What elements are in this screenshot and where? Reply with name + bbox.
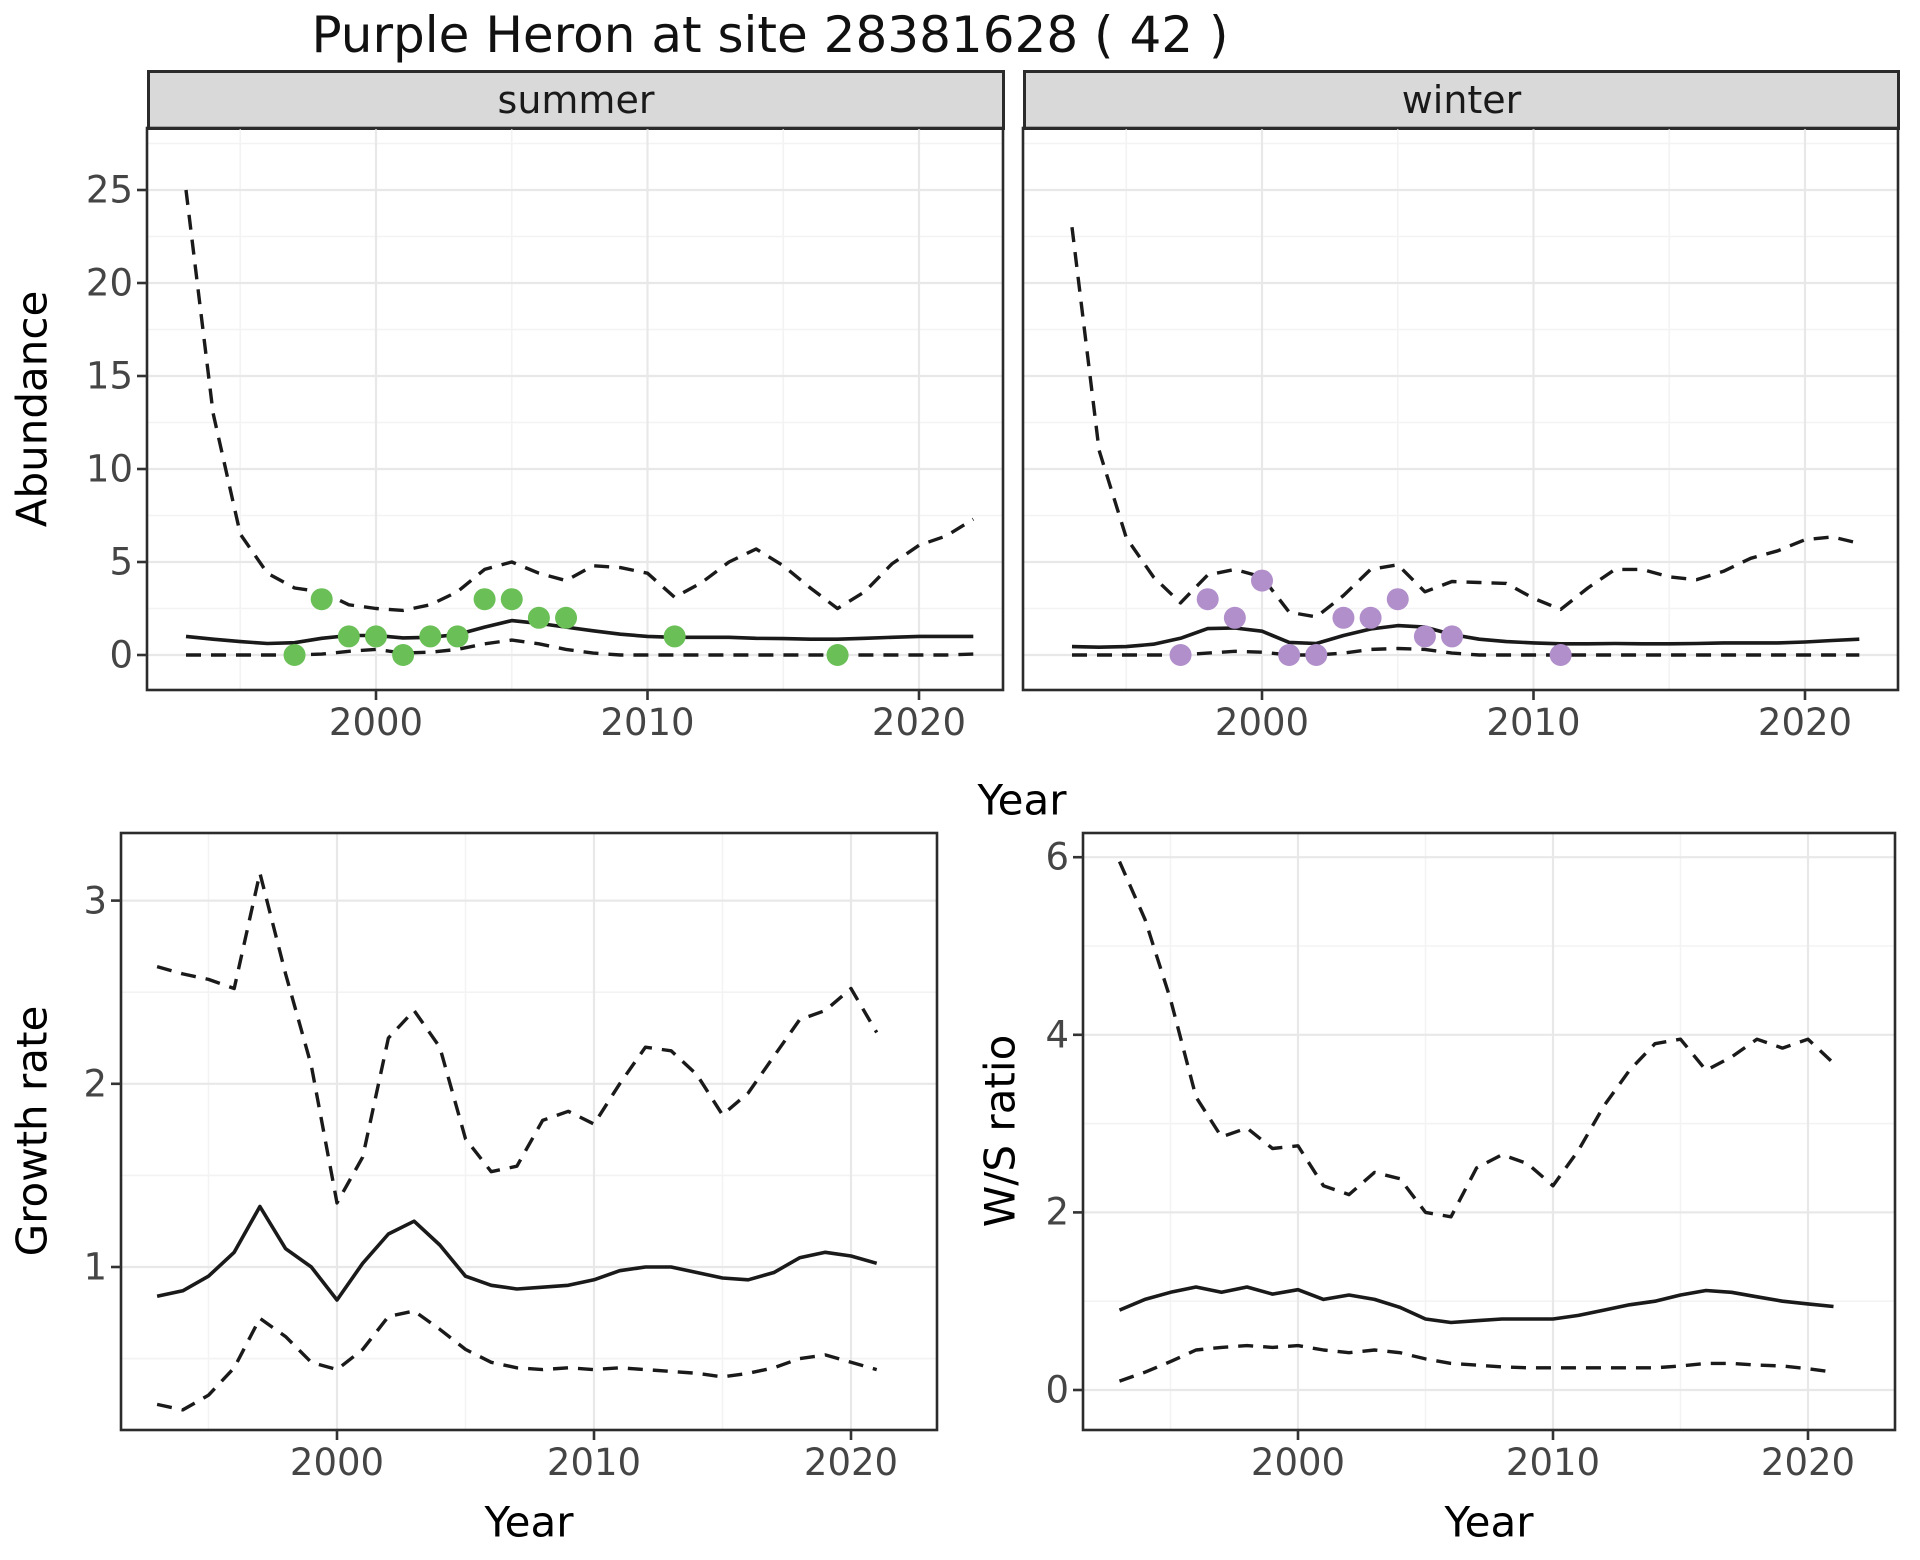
x-tick-label: 2000 xyxy=(328,701,424,744)
series-upper-95-ci xyxy=(1070,226,1860,619)
data-point xyxy=(1549,644,1572,666)
plot-title: Purple Heron at site 28381628 ( 42 ) xyxy=(311,6,1229,64)
y-axis-title-abundance: Abundance xyxy=(7,290,57,528)
data-point xyxy=(473,588,496,611)
data-point xyxy=(527,606,550,629)
data-point xyxy=(446,625,469,648)
x-tick-label: 2010 xyxy=(1505,1441,1601,1484)
data-point xyxy=(826,644,849,666)
x-tick-label: 2020 xyxy=(803,1441,899,1484)
data-point xyxy=(500,588,523,611)
facet-strip-winter: winter xyxy=(1023,70,1900,130)
data-point xyxy=(365,625,387,648)
panel-border xyxy=(145,126,1005,692)
data-point xyxy=(1278,644,1301,666)
x-tick-label: 2020 xyxy=(871,701,967,744)
y-tick-label: 10 xyxy=(85,447,133,491)
y-tick-label: 2 xyxy=(83,1062,107,1106)
y-axis-title-ws-ratio: W/S ratio xyxy=(975,1034,1025,1228)
facet-label-summer: summer xyxy=(497,78,655,122)
series-mean-w-s-ratio xyxy=(1118,1285,1834,1325)
data-point xyxy=(1196,588,1219,611)
data-point xyxy=(337,625,360,648)
series-upper-95-ci xyxy=(156,871,879,1205)
x-tick-label: 2000 xyxy=(1250,1441,1346,1484)
facet-label-winter: winter xyxy=(1401,78,1522,122)
y-tick-label: 5 xyxy=(109,540,133,584)
y-tick-label: 0 xyxy=(1045,1368,1069,1412)
facet-strip-summer: summer xyxy=(147,70,1005,130)
x-tick-label: 2000 xyxy=(289,1441,385,1484)
x-tick-label: 2010 xyxy=(546,1441,642,1484)
y-axis-title-growth-rate: Growth rate xyxy=(7,1005,57,1257)
data-point xyxy=(1332,606,1355,629)
y-tick-label: 6 xyxy=(1045,835,1069,879)
panel-winter xyxy=(1023,128,1898,690)
data-point xyxy=(1413,625,1436,648)
data-point xyxy=(1305,644,1328,666)
x-tick-label: 2020 xyxy=(1757,701,1853,744)
y-tick-label: 2 xyxy=(1045,1190,1069,1234)
y-tick-label: 0 xyxy=(109,633,133,677)
data-point xyxy=(283,644,306,666)
series-lower-95-ci xyxy=(1072,646,1860,657)
y-tick-label: 20 xyxy=(85,261,133,305)
x-tick-label: 2010 xyxy=(600,701,695,744)
data-point xyxy=(1441,625,1464,648)
x-axis-title-year-ws: Year xyxy=(1444,1497,1534,1547)
x-tick-label: 2020 xyxy=(1760,1441,1856,1484)
data-point xyxy=(1386,588,1409,611)
data-point xyxy=(1169,644,1192,666)
x-axis-title-year-top: Year xyxy=(977,775,1067,825)
panel-border xyxy=(1021,126,1900,692)
x-tick-label: 2000 xyxy=(1214,701,1310,744)
series-upper-95-ci xyxy=(1117,860,1835,1219)
data-point xyxy=(310,588,333,611)
panel-summer xyxy=(147,128,1003,690)
series-mean-abundance xyxy=(1071,623,1860,649)
series-mean-abundance xyxy=(185,618,974,646)
data-point xyxy=(1359,606,1382,629)
panel-border xyxy=(1081,831,1897,1432)
data-point xyxy=(663,625,686,648)
series-mean-growth-rate xyxy=(156,1204,878,1302)
y-tick-label: 15 xyxy=(85,354,133,398)
series-lower-95-ci xyxy=(156,1309,878,1412)
data-point xyxy=(555,606,578,629)
y-tick-label: 1 xyxy=(83,1245,107,1289)
data-point xyxy=(392,644,415,666)
x-axis-title-year-growth: Year xyxy=(484,1497,574,1547)
data-point xyxy=(1251,569,1273,592)
series-lower-95-ci xyxy=(1118,1343,1834,1383)
data-point xyxy=(1223,606,1246,629)
data-point xyxy=(419,625,442,648)
series-upper-95-ci xyxy=(184,189,975,613)
y-tick-label: 3 xyxy=(83,879,107,923)
y-tick-label: 25 xyxy=(85,168,133,212)
y-tick-label: 4 xyxy=(1045,1013,1069,1057)
x-tick-label: 2010 xyxy=(1486,701,1581,744)
panel-border xyxy=(119,831,939,1432)
panel-w-s-ratio xyxy=(1083,833,1895,1430)
panel-growth-rate xyxy=(121,833,937,1430)
